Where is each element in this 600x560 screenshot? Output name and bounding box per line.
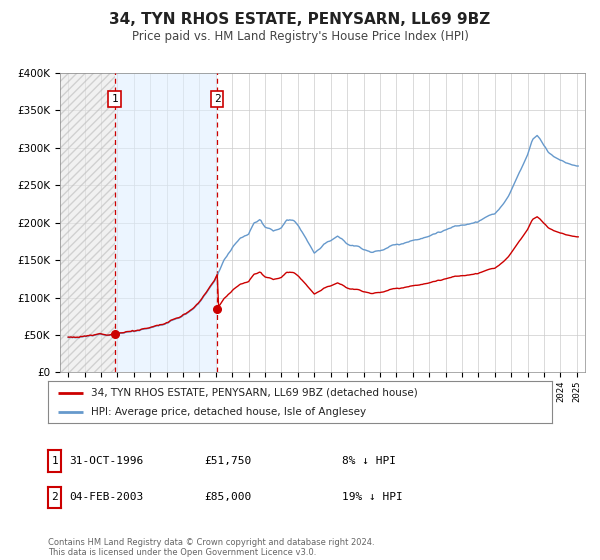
Text: 2: 2	[51, 492, 58, 502]
Text: 04-FEB-2003: 04-FEB-2003	[69, 492, 143, 502]
Text: 31-OCT-1996: 31-OCT-1996	[69, 456, 143, 466]
Text: 34, TYN RHOS ESTATE, PENYSARN, LL69 9BZ: 34, TYN RHOS ESTATE, PENYSARN, LL69 9BZ	[109, 12, 491, 27]
Text: 1: 1	[51, 456, 58, 466]
Text: 2: 2	[214, 94, 221, 104]
Bar	[60, 66, 115, 372]
Text: £51,750: £51,750	[204, 456, 251, 466]
Text: HPI: Average price, detached house, Isle of Anglesey: HPI: Average price, detached house, Isle…	[91, 407, 366, 417]
Text: Contains HM Land Registry data © Crown copyright and database right 2024.
This d: Contains HM Land Registry data © Crown c…	[48, 538, 374, 557]
Text: 1: 1	[111, 94, 118, 104]
Text: 34, TYN RHOS ESTATE, PENYSARN, LL69 9BZ (detached house): 34, TYN RHOS ESTATE, PENYSARN, LL69 9BZ …	[91, 388, 418, 398]
Text: Price paid vs. HM Land Registry's House Price Index (HPI): Price paid vs. HM Land Registry's House …	[131, 30, 469, 43]
Bar	[115, 66, 217, 372]
Text: 19% ↓ HPI: 19% ↓ HPI	[342, 492, 403, 502]
Text: £85,000: £85,000	[204, 492, 251, 502]
Text: 8% ↓ HPI: 8% ↓ HPI	[342, 456, 396, 466]
